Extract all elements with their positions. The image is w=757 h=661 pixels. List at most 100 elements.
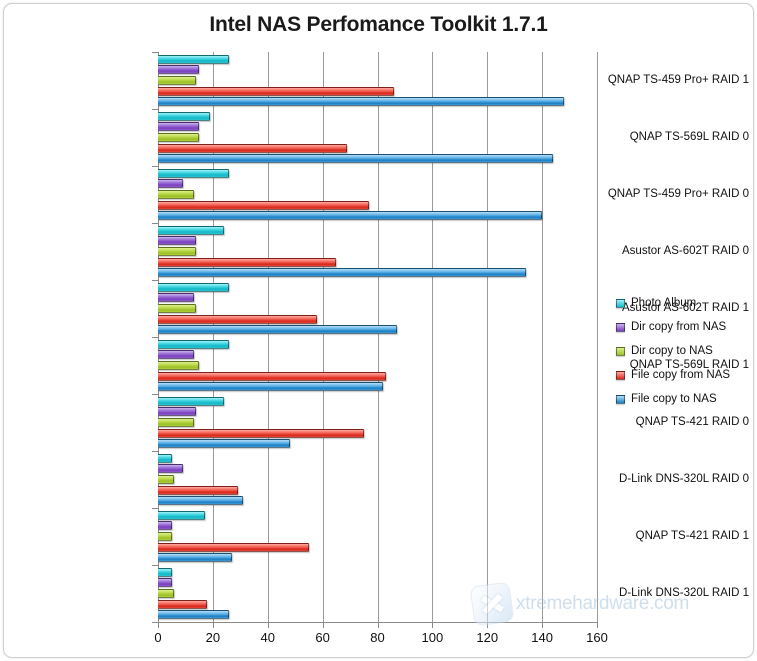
category-label-2: QNAP TS-459 Pro+ RAID 0 (607, 187, 749, 200)
bar (158, 350, 194, 360)
legend-swatch-icon (616, 298, 625, 308)
category-label-7: D-Link DNS-320L RAID 0 (619, 472, 749, 485)
category-label-3: Asustor AS-602T RAID 0 (622, 244, 749, 257)
bar (158, 578, 172, 588)
gridline-80 (377, 52, 379, 622)
bar (158, 382, 383, 392)
bar (158, 247, 197, 256)
y-tick-8 (152, 508, 158, 509)
bar (158, 211, 543, 221)
x-tick-label-20: 20 (205, 630, 221, 645)
x-tick-120 (487, 622, 489, 628)
legend-label: Dir copy from NAS (631, 321, 727, 333)
bar (158, 485, 238, 495)
bar (158, 154, 554, 164)
legend-label: File copy to NAS (631, 393, 717, 405)
x-tick-label-160: 160 (586, 630, 608, 645)
y-tick-4 (152, 280, 158, 281)
bar (158, 86, 394, 96)
bar (158, 225, 224, 235)
bar (158, 325, 397, 335)
category-label-8: QNAP TS-421 RAID 1 (635, 529, 749, 542)
x-tick-40 (267, 622, 269, 628)
bar (158, 54, 230, 64)
x-tick-label-80: 80 (370, 630, 385, 645)
y-tick-6 (152, 394, 158, 395)
bar (158, 439, 290, 449)
bar (158, 510, 205, 520)
x-tick-label-100: 100 (421, 630, 444, 645)
bar (158, 133, 200, 142)
bar (158, 464, 183, 474)
x-tick-100 (432, 622, 434, 628)
category-label-5: QNAP TS-569L RAID 1 (629, 358, 749, 371)
x-tick-80 (377, 622, 379, 628)
bar (158, 532, 172, 541)
bar (158, 143, 348, 153)
legend-swatch-icon (616, 394, 625, 404)
y-tick-0 (152, 52, 158, 53)
bar (158, 428, 364, 438)
x-tick-0 (158, 622, 159, 628)
x-tick-60 (322, 622, 324, 628)
bar (158, 282, 230, 292)
bar (158, 122, 200, 132)
bar (158, 589, 175, 598)
gridline-100 (432, 52, 434, 622)
bar (158, 257, 337, 267)
bar (158, 304, 197, 313)
bar (158, 361, 200, 370)
bar (158, 236, 197, 246)
bar (158, 475, 175, 484)
x-tick-label-140: 140 (531, 630, 553, 645)
bar (158, 496, 244, 506)
bar (158, 521, 172, 531)
gridline-120 (487, 52, 489, 622)
x-tick-label-40: 40 (260, 630, 275, 645)
y-tick-7 (152, 451, 158, 452)
bar (158, 418, 194, 427)
category-label-6: QNAP TS-421 RAID 0 (635, 415, 749, 428)
x-tick-label-60: 60 (315, 630, 330, 645)
bar (158, 190, 194, 199)
bar (158, 200, 370, 210)
x-tick-20 (212, 622, 214, 628)
category-label-1: QNAP TS-569L RAID 0 (629, 130, 749, 143)
bar (158, 293, 194, 303)
legend-label: Photo Album (631, 297, 697, 309)
bar (158, 453, 172, 463)
bar (158, 542, 309, 552)
legend-swatch-icon (616, 346, 625, 356)
bar (158, 65, 200, 75)
bar (158, 111, 211, 121)
x-tick-label-120: 120 (476, 630, 499, 645)
legend-swatch-icon (616, 370, 625, 380)
y-tick-9 (152, 565, 158, 566)
bar (158, 168, 230, 178)
y-tick-3 (152, 223, 158, 224)
gridline-140 (542, 52, 544, 622)
bar (158, 407, 197, 417)
bar (158, 553, 233, 563)
category-label-0: QNAP TS-459 Pro+ RAID 1 (607, 73, 749, 86)
x-tick-label-0: 0 (154, 630, 162, 645)
y-tick-2 (152, 166, 158, 167)
bar (158, 314, 318, 324)
legend-item: Dir copy from NAS (616, 315, 754, 339)
gridline-60 (322, 52, 324, 622)
plot-area (158, 52, 598, 622)
legend-item: Photo Album (616, 291, 754, 315)
gridline-0 (158, 52, 159, 622)
legend-item: Dir copy to NAS (616, 339, 754, 363)
bar (158, 371, 386, 381)
bar (158, 599, 208, 609)
category-label-4: Asustor AS-602T RAID 1 (622, 301, 749, 314)
gridline-160 (597, 52, 598, 622)
legend-label: File copy from NAS (631, 369, 731, 381)
category-label-9: D-Link DNS-320L RAID 1 (619, 586, 749, 599)
y-tick-5 (152, 337, 158, 338)
y-tick-end (152, 622, 158, 623)
legend-label: Dir copy to NAS (631, 345, 713, 357)
bar (158, 268, 526, 278)
